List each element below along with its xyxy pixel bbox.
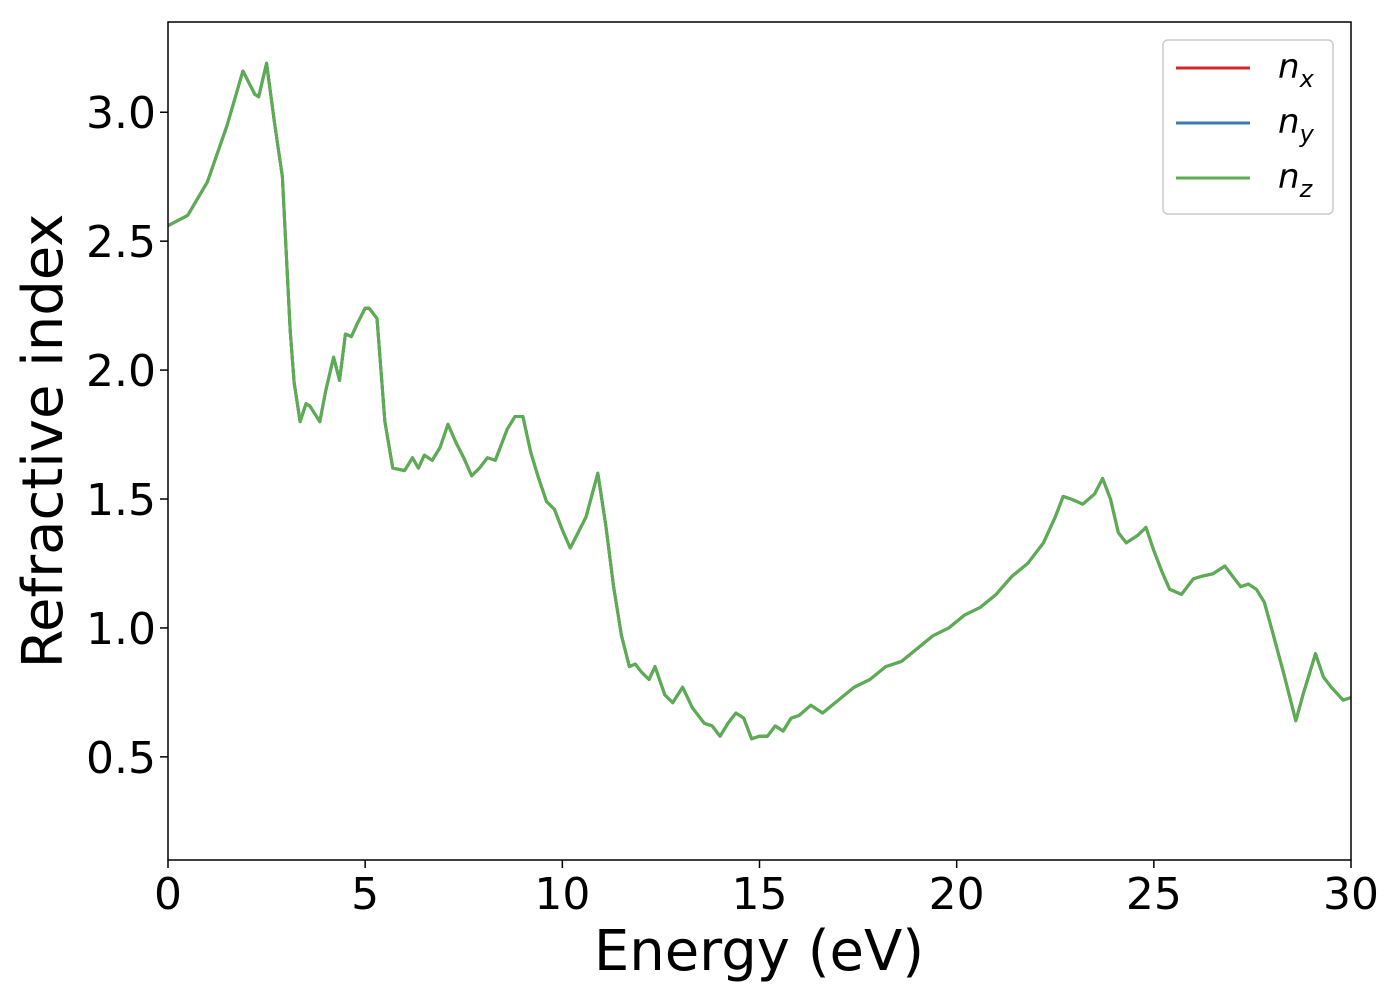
y-axis-title: Refractive index	[11, 214, 76, 669]
x-tick-label: 10	[534, 869, 590, 920]
y-tick-label: 0.5	[86, 733, 156, 784]
x-tick-label: 20	[929, 869, 985, 920]
x-axis: 0 5 10 15 20 25 30	[154, 860, 1379, 920]
x-tick-label: 5	[351, 869, 379, 920]
y-tick-label: 1.5	[86, 475, 156, 526]
legend-label-nx: nx	[1278, 47, 1315, 93]
x-tick-label: 25	[1126, 869, 1182, 920]
y-tick-label: 2.5	[86, 217, 156, 268]
legend-box	[1162, 39, 1334, 215]
y-tick-label: 1.0	[86, 604, 156, 655]
legend-label-nz: nz	[1278, 157, 1314, 203]
legend-label-base: n	[1278, 47, 1300, 87]
legend-label-subscript: y	[1299, 120, 1315, 148]
legend-label-subscript: x	[1299, 65, 1315, 93]
x-tick-label: 30	[1323, 869, 1379, 920]
x-axis-title: Energy (eV)	[594, 919, 924, 984]
series-layer	[168, 61, 1351, 741]
y-tick-label: 3.0	[86, 88, 156, 139]
legend-label-base: n	[1278, 157, 1300, 197]
y-axis: 0.5 1.0 1.5 2.0 2.5 3.0	[86, 88, 168, 784]
x-tick-label: 15	[732, 869, 788, 920]
x-tick-label: 0	[154, 869, 182, 920]
legend-label-subscript: z	[1299, 175, 1314, 203]
legend-label-base: n	[1278, 102, 1300, 142]
legend-label-ny: ny	[1278, 102, 1315, 148]
series-line-n-z	[168, 61, 1351, 741]
y-tick-label: 2.0	[86, 346, 156, 397]
